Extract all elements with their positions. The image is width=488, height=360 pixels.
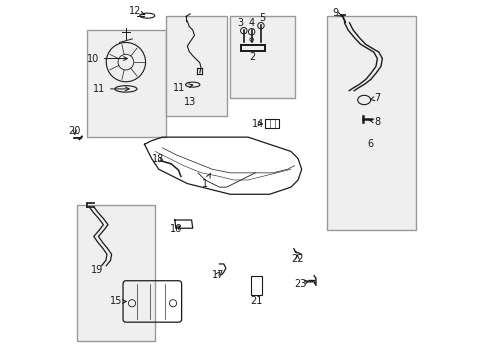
Text: 18: 18	[152, 154, 164, 163]
Bar	[250, 276, 262, 295]
Text: 4: 4	[248, 18, 254, 28]
Text: 12: 12	[129, 6, 144, 16]
Text: 7: 7	[370, 93, 380, 103]
Text: 23: 23	[293, 279, 308, 289]
Text: 2: 2	[249, 53, 255, 63]
Text: 9: 9	[332, 8, 341, 18]
Text: 15: 15	[109, 296, 126, 306]
Text: 17: 17	[211, 270, 224, 280]
Text: 11: 11	[92, 84, 129, 94]
Text: 21: 21	[250, 296, 262, 306]
Text: 6: 6	[366, 139, 372, 149]
Bar	[230, 16, 294, 98]
Bar	[165, 16, 226, 116]
Bar	[87, 30, 165, 137]
Text: 5: 5	[259, 13, 265, 23]
Text: 8: 8	[368, 117, 380, 127]
Text: 13: 13	[183, 97, 196, 107]
Text: 16: 16	[169, 224, 182, 234]
Text: 1: 1	[202, 173, 210, 189]
Bar	[326, 16, 415, 230]
Text: 3: 3	[237, 18, 243, 28]
Text: 11: 11	[173, 83, 192, 93]
Text: 14: 14	[251, 118, 264, 129]
Bar	[77, 205, 155, 341]
Text: 10: 10	[86, 54, 127, 64]
Text: 22: 22	[290, 253, 303, 264]
Text: 20: 20	[68, 126, 81, 136]
Bar	[264, 119, 278, 128]
Text: 19: 19	[91, 265, 103, 275]
